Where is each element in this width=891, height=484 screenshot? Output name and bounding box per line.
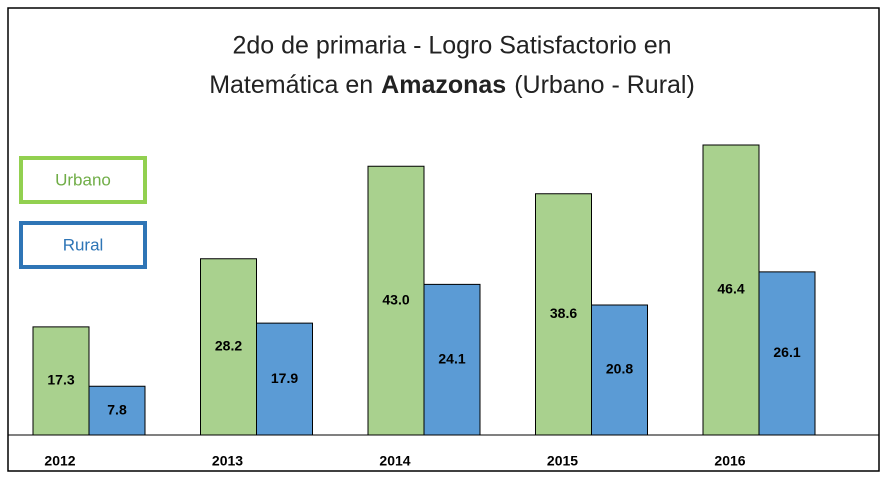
legend-label: Rural — [63, 235, 104, 254]
x-tick-label: 2012 — [44, 453, 75, 469]
chart-title: 2do de primaria - Logro Satisfactorio en — [232, 32, 671, 60]
bar — [702, 144, 760, 436]
bar — [591, 304, 648, 436]
data-label: 17.9 — [271, 370, 298, 386]
bar — [423, 283, 481, 436]
data-label: 24.1 — [438, 350, 465, 366]
data-label: 20.8 — [606, 361, 633, 377]
x-tick-label: 2014 — [379, 453, 410, 469]
data-label: 38.6 — [550, 305, 577, 321]
x-tick-label: 2013 — [212, 453, 243, 469]
data-label: 26.1 — [773, 344, 800, 360]
legend-label: Urbano — [55, 170, 111, 189]
data-label: 7.8 — [107, 401, 127, 417]
bar — [535, 193, 592, 436]
chart-title: Matemática en Amazonas (Urbano - Rural) — [209, 71, 695, 99]
data-label: 43.0 — [382, 291, 409, 307]
bar — [256, 322, 313, 436]
chart-title-part: Matemática en — [209, 71, 373, 99]
bar — [367, 165, 425, 436]
chart-title-part: Amazonas — [381, 71, 506, 99]
x-tick-label: 2016 — [714, 453, 745, 469]
data-label: 46.4 — [717, 281, 744, 297]
bar — [758, 271, 816, 436]
chart-title-part: (Urbano - Rural) — [514, 71, 695, 99]
x-tick-label: 2015 — [547, 453, 578, 469]
legend-box — [19, 156, 147, 204]
data-label: 17.3 — [47, 372, 74, 388]
legend-box — [19, 221, 147, 269]
bar — [32, 326, 90, 436]
data-label: 28.2 — [215, 338, 242, 354]
bar — [88, 385, 146, 436]
